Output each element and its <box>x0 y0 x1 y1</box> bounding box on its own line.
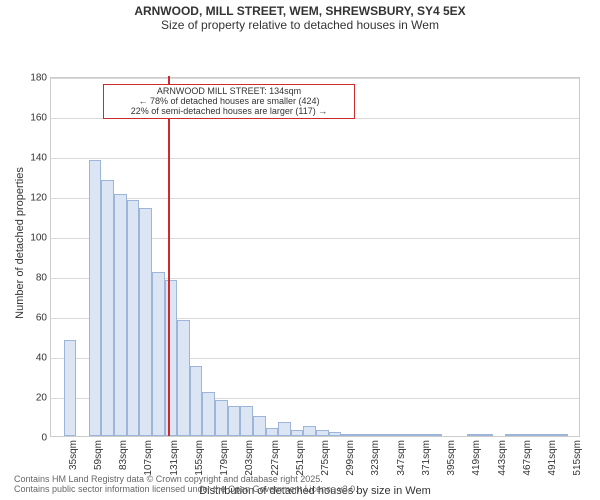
histogram-bar <box>139 208 152 436</box>
x-tick-label: 395sqm <box>446 440 457 484</box>
callout-box: ARNWOOD MILL STREET: 134sqm← 78% of deta… <box>103 84 355 119</box>
histogram-bar <box>253 416 266 436</box>
footnote: Contains HM Land Registry data © Crown c… <box>0 474 372 494</box>
histogram-bar <box>165 280 178 436</box>
chart-title: ARNWOOD, MILL STREET, WEM, SHREWSBURY, S… <box>0 0 600 18</box>
histogram-bar <box>152 272 165 436</box>
histogram-bar <box>392 434 405 436</box>
footnote-line: Contains HM Land Registry data © Crown c… <box>14 474 358 484</box>
x-tick-label: 515sqm <box>572 440 583 484</box>
y-tick-label: 160 <box>30 112 47 123</box>
histogram-bar <box>114 194 127 436</box>
histogram-bar <box>240 406 253 436</box>
callout-line: 22% of semi-detached houses are larger (… <box>106 106 352 116</box>
x-tick-label: 371sqm <box>421 440 432 484</box>
histogram-bar <box>177 320 190 436</box>
y-tick-label: 120 <box>30 192 47 203</box>
histogram-bar <box>228 406 241 436</box>
histogram-bar <box>291 430 304 436</box>
histogram-bar <box>101 180 114 436</box>
histogram-bar <box>505 434 518 436</box>
histogram-bar <box>127 200 140 436</box>
histogram-bar <box>329 432 342 436</box>
histogram-bar <box>266 428 279 436</box>
subject-marker-line <box>168 76 170 436</box>
histogram-bar <box>556 434 569 436</box>
x-tick-label: 491sqm <box>547 440 558 484</box>
grid-line <box>51 78 579 79</box>
y-tick-label: 60 <box>36 312 47 323</box>
grid-line <box>51 158 579 159</box>
y-tick-label: 40 <box>36 352 47 363</box>
histogram-bar <box>89 160 102 436</box>
y-tick-label: 20 <box>36 392 47 403</box>
histogram-bar <box>215 400 228 436</box>
histogram-bar <box>366 434 379 436</box>
histogram-bar <box>341 434 354 436</box>
histogram-bar <box>404 434 417 436</box>
x-tick-label: 467sqm <box>522 440 533 484</box>
histogram-bar <box>531 434 544 436</box>
histogram-bar <box>543 434 556 436</box>
histogram-bar <box>480 434 493 436</box>
y-tick-label: 100 <box>30 232 47 243</box>
histogram-bar <box>278 422 291 436</box>
y-tick-label: 180 <box>30 72 47 83</box>
plot-region: 02040608010012014016018035sqm59sqm83sqm1… <box>50 77 580 437</box>
chart-area: Number of detached properties 0204060801… <box>0 33 600 449</box>
histogram-bar <box>202 392 215 436</box>
grid-line <box>51 198 579 199</box>
x-tick-label: 347sqm <box>396 440 407 484</box>
x-tick-label: 443sqm <box>497 440 508 484</box>
y-axis-label: Number of detached properties <box>14 73 26 413</box>
y-tick-label: 80 <box>36 272 47 283</box>
histogram-bar <box>430 434 443 436</box>
callout-line: ← 78% of detached houses are smaller (42… <box>106 96 352 106</box>
histogram-bar <box>190 366 203 436</box>
y-tick-label: 140 <box>30 152 47 163</box>
x-tick-label: 419sqm <box>471 440 482 484</box>
histogram-bar <box>354 434 367 436</box>
histogram-bar <box>467 434 480 436</box>
histogram-bar <box>64 340 77 436</box>
histogram-bar <box>518 434 531 436</box>
y-tick-label: 0 <box>41 432 47 443</box>
callout-line: ARNWOOD MILL STREET: 134sqm <box>106 86 352 96</box>
histogram-bar <box>316 430 329 436</box>
histogram-bar <box>303 426 316 436</box>
footnote-line: Contains public sector information licen… <box>14 484 358 494</box>
chart-subtitle: Size of property relative to detached ho… <box>0 18 600 32</box>
histogram-bar <box>379 434 392 436</box>
x-tick-label: 323sqm <box>370 440 381 484</box>
histogram-bar <box>417 434 430 436</box>
